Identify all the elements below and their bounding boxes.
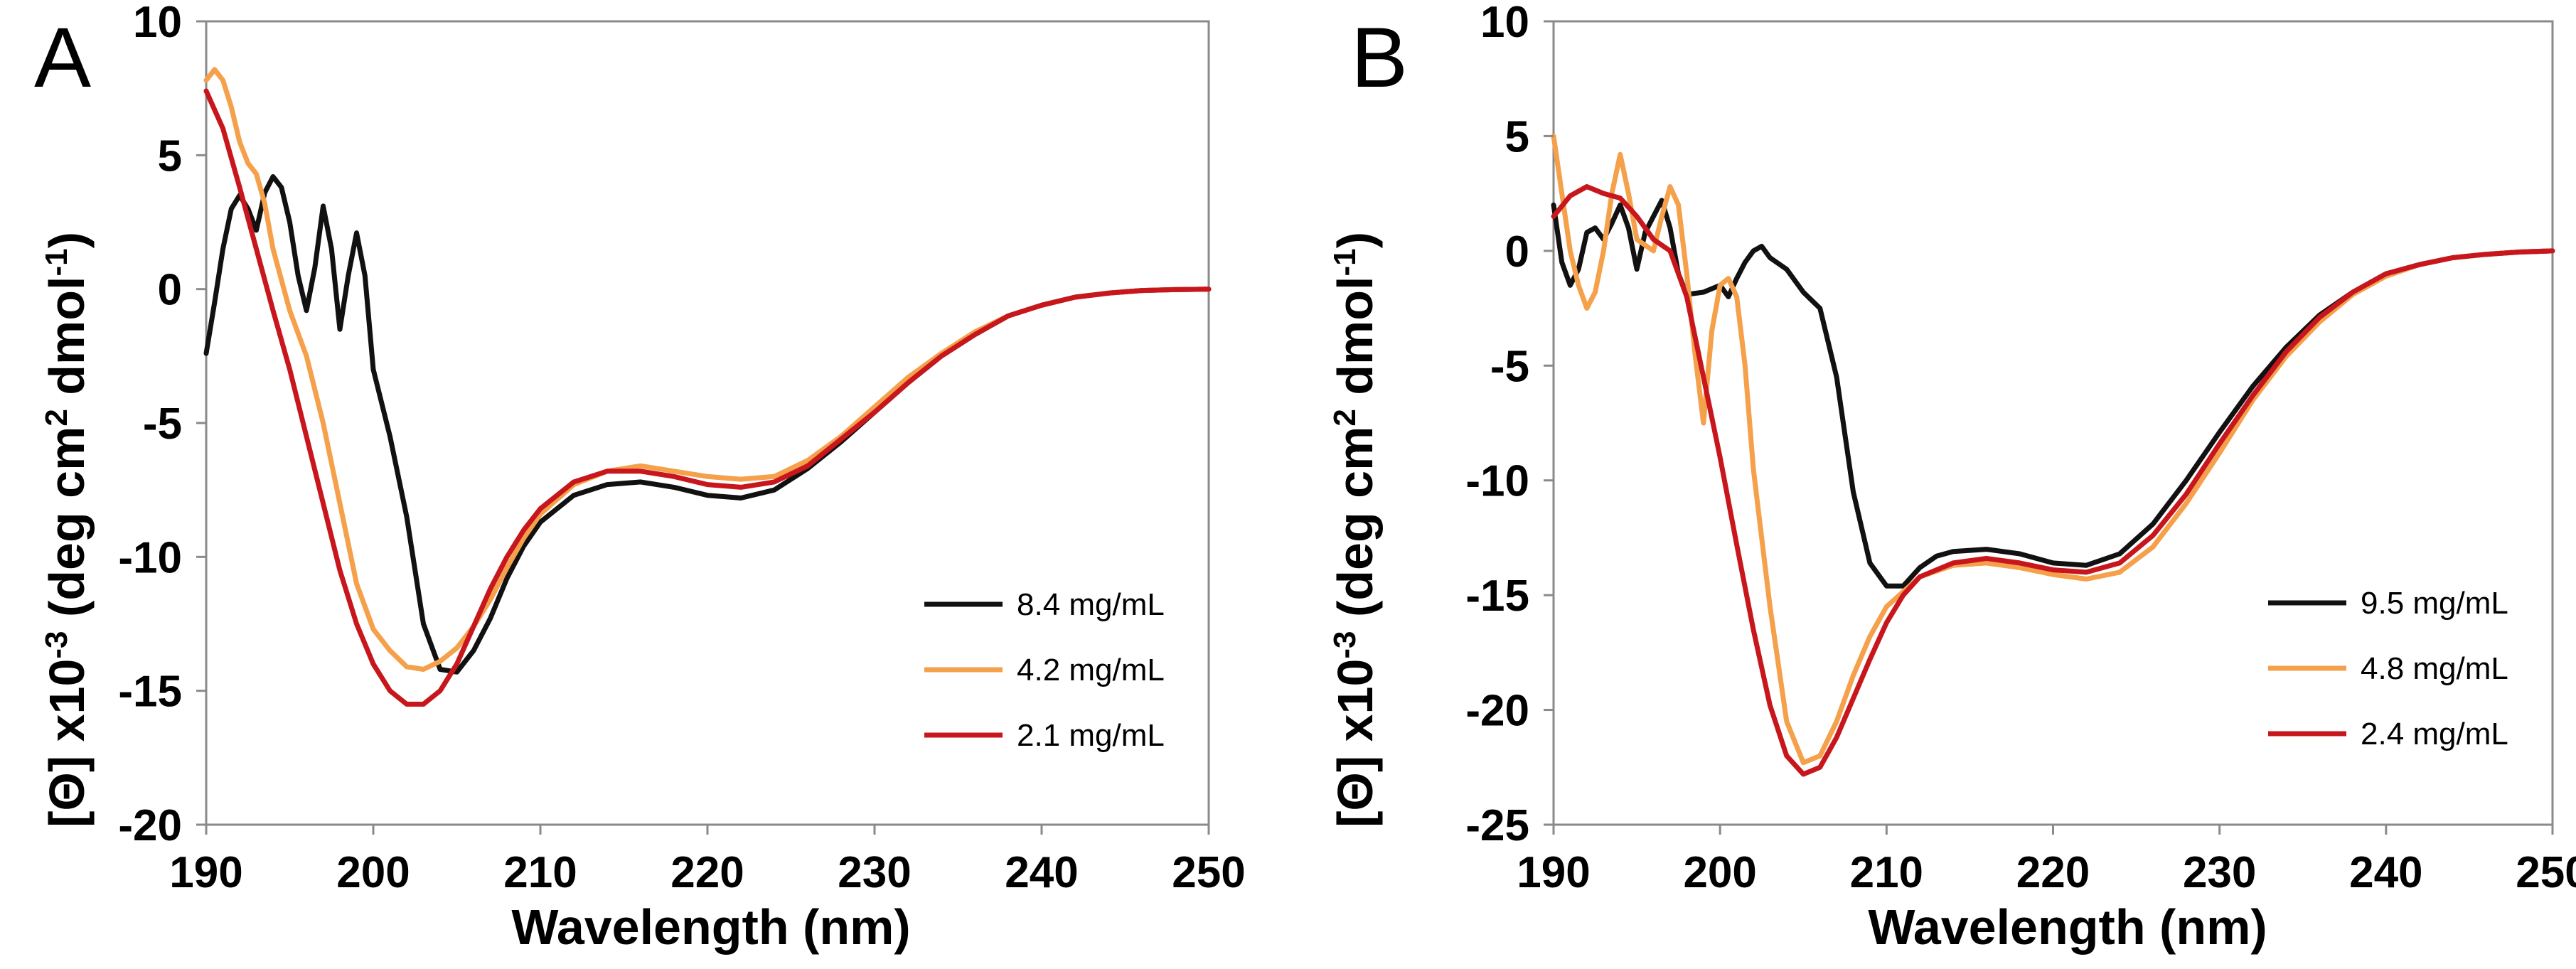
y-tick-label: -15 bbox=[118, 668, 182, 717]
series-line-9-5-mg-ml bbox=[1551, 198, 2555, 589]
y-axis-title: [Θ] x10-3 (deg cm2 dmol-1) bbox=[39, 232, 95, 828]
x-tick-label: 240 bbox=[2349, 848, 2422, 897]
y-tick-label: -20 bbox=[1465, 687, 1529, 736]
x-tick-label: 230 bbox=[838, 848, 911, 897]
x-axis-title: Wavelength (nm) bbox=[1868, 899, 2267, 955]
y-tick-label: 10 bbox=[1480, 0, 1529, 47]
x-tick-label: 200 bbox=[336, 848, 410, 897]
legend-label: 4.8 mg/mL bbox=[2361, 651, 2508, 686]
x-tick-label: 210 bbox=[503, 848, 577, 897]
panel-a-letter: A bbox=[34, 10, 91, 105]
legend-label: 2.1 mg/mL bbox=[1017, 718, 1165, 753]
legend-label: 2.4 mg/mL bbox=[2361, 717, 2508, 751]
y-tick-label: -25 bbox=[1465, 801, 1529, 850]
series-line-2-1-mg-ml bbox=[203, 88, 1212, 707]
y-tick-label: -20 bbox=[118, 801, 182, 850]
y-tick-label: -15 bbox=[1465, 572, 1529, 621]
x-tick-label: 230 bbox=[2183, 848, 2256, 897]
x-tick-label: 190 bbox=[1517, 848, 1590, 897]
panel-b-letter: B bbox=[1351, 10, 1408, 105]
y-tick-label: -5 bbox=[143, 400, 182, 449]
x-tick-label: 250 bbox=[1172, 848, 1245, 897]
y-tick-label: 5 bbox=[1505, 112, 1529, 161]
y-tick-label: 0 bbox=[158, 266, 182, 315]
legend-label: 9.5 mg/mL bbox=[2361, 586, 2508, 621]
legend-label: 8.4 mg/mL bbox=[1017, 587, 1165, 622]
legend-label: 4.2 mg/mL bbox=[1017, 653, 1165, 687]
y-tick-label: 0 bbox=[1505, 227, 1529, 277]
y-axis-title: [Θ] x10-3 (deg cm2 dmol-1) bbox=[1327, 232, 1384, 828]
x-tick-label: 240 bbox=[1005, 848, 1078, 897]
y-tick-label: -10 bbox=[118, 533, 182, 582]
y-tick-label: 10 bbox=[133, 0, 182, 47]
y-tick-label: -5 bbox=[1490, 342, 1529, 391]
series-line-4-8-mg-ml bbox=[1551, 133, 2555, 766]
x-tick-label: 190 bbox=[169, 848, 242, 897]
x-tick-label: 220 bbox=[670, 848, 744, 897]
panel-b-chart: B 190 200 210 220 230 240 250 10 5 0 -5 -10 -15 -20 -2… bbox=[1327, 0, 2576, 955]
x-tick-label: 220 bbox=[2016, 848, 2090, 897]
panel-a-chart: A 190 200 210 220 230 240 250 10 5 0 -5 -10 -15 -20 8… bbox=[34, 0, 1246, 955]
x-tick-label: 250 bbox=[2516, 848, 2576, 897]
series-line-2-4-mg-ml bbox=[1551, 184, 2555, 777]
x-axis-title: Wavelength (nm) bbox=[511, 899, 910, 955]
y-tick-label: 5 bbox=[158, 132, 182, 181]
x-tick-label: 210 bbox=[1850, 848, 1923, 897]
y-tick-label: -10 bbox=[1465, 457, 1529, 506]
x-tick-label: 200 bbox=[1683, 848, 1756, 897]
